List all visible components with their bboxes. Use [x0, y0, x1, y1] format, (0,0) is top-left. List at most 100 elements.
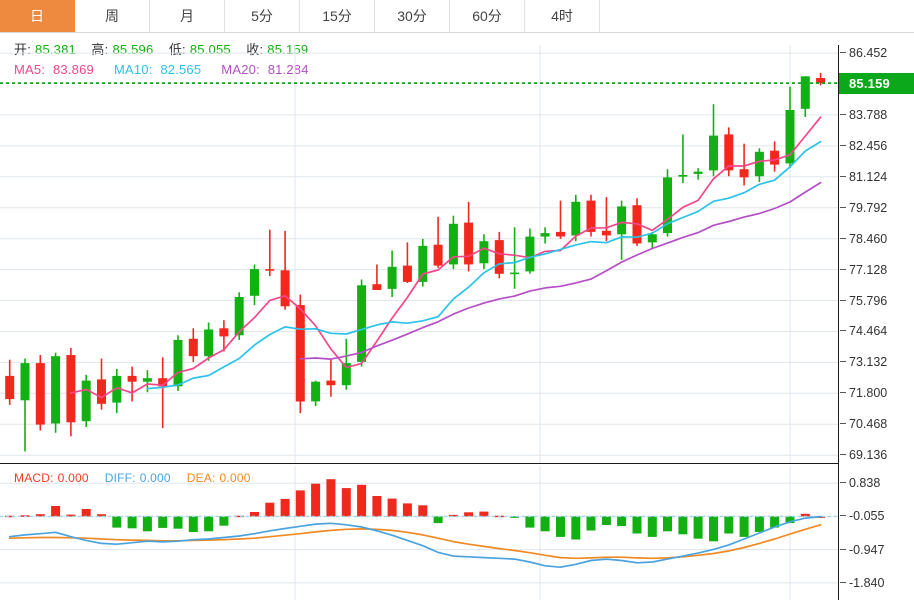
macd-tick-3: -1.840	[839, 575, 884, 591]
macd-bar	[540, 516, 550, 532]
macd-bar	[112, 516, 122, 528]
macd-bar	[525, 516, 535, 528]
candle-body	[20, 363, 30, 401]
candle-body	[693, 171, 703, 174]
macd-legend-dea: DEA: 0.000	[187, 471, 255, 485]
candle-body	[51, 356, 61, 424]
macd-bar	[571, 516, 581, 540]
macd-tick-dash	[840, 515, 846, 517]
macd-bar	[158, 516, 168, 528]
candle-body	[173, 339, 183, 387]
timeframe-tab-2[interactable]: 月	[150, 0, 225, 32]
price-tick-10: 73.132	[839, 354, 887, 370]
price-tick-2: 83.788	[839, 107, 887, 123]
macd-value: 0.000	[57, 471, 89, 485]
macd-bar	[5, 515, 15, 518]
macd-chart-panel[interactable]	[0, 466, 838, 600]
price-tick-9: 74.464	[839, 323, 887, 339]
candle-body	[295, 305, 305, 402]
candle-body	[464, 222, 474, 265]
macd-bar	[601, 516, 611, 525]
candle-body	[663, 177, 672, 234]
candle-body	[479, 241, 489, 264]
price-tick-7: 77.128	[839, 262, 887, 278]
macd-bar	[35, 514, 45, 517]
macd-bar	[586, 516, 596, 531]
candle-body	[265, 269, 275, 271]
timeframe-tab-3[interactable]: 5分	[225, 0, 300, 32]
macd-bar	[617, 516, 627, 527]
price-tick-6: 78.460	[839, 231, 887, 247]
candle-body	[188, 338, 198, 357]
tab-bar-filler	[600, 0, 914, 32]
macd-bar	[785, 516, 795, 524]
timeframe-tab-7[interactable]: 4时	[525, 0, 600, 32]
price-tick-dash	[840, 206, 846, 208]
macd-label: MACD:	[14, 471, 54, 485]
timeframe-tab-bar: 日周月 5分 15分 30分 60分 4时	[0, 0, 914, 33]
timeframe-tab-6[interactable]: 60分	[450, 0, 525, 32]
candle-body	[142, 378, 152, 382]
price-tick-13: 69.136	[839, 447, 887, 463]
macd-bar	[770, 516, 780, 528]
price-tick-dash	[840, 423, 846, 425]
macd-histogram	[5, 479, 826, 542]
macd-bar	[188, 516, 198, 532]
ma10-value: 82.565	[160, 62, 202, 77]
candle-body	[158, 378, 168, 387]
macd-bar	[464, 512, 474, 517]
macd-tick-2: -0.947	[839, 542, 884, 558]
macd-bar	[357, 484, 367, 517]
macd-bar	[127, 516, 137, 529]
candle-body	[66, 355, 76, 423]
candle-body	[219, 328, 229, 337]
candle-body	[35, 363, 45, 425]
candle-body	[372, 284, 382, 290]
timeframe-tab-1[interactable]: 周	[75, 0, 150, 32]
macd-bar	[510, 516, 520, 518]
candle-body	[540, 233, 550, 237]
candle-body	[127, 375, 137, 382]
candle-body	[709, 135, 718, 171]
price-chart-panel[interactable]	[0, 45, 838, 463]
macd-bar	[800, 513, 810, 517]
ma20-legend: MA20: 81.284	[221, 62, 312, 77]
candle-body	[357, 285, 367, 362]
candle-body	[387, 266, 397, 289]
macd-bar	[204, 516, 214, 532]
candle-body	[617, 206, 627, 235]
macd-bar	[295, 490, 305, 517]
candle-body	[433, 244, 443, 266]
price-tick-11: 71.800	[839, 385, 887, 401]
macd-legend-diff: DIFF: 0.000	[105, 471, 175, 485]
macd-bar	[311, 483, 321, 517]
dea-value: 0.000	[219, 471, 251, 485]
price-tick-dash	[840, 361, 846, 363]
candle-body	[81, 380, 91, 422]
macd-bar	[142, 516, 152, 532]
candle-series	[5, 72, 826, 452]
timeframe-tab-0[interactable]: 日	[0, 0, 75, 32]
macd-bar	[372, 496, 382, 517]
diff-label: DIFF:	[104, 471, 136, 485]
diff-line	[8, 515, 822, 569]
y-axis-line	[838, 45, 839, 600]
macd-bar	[556, 516, 565, 537]
candle-body	[448, 223, 458, 265]
candle-body	[341, 363, 351, 386]
candle-body	[280, 270, 290, 307]
timeframe-tab-4[interactable]: 15分	[300, 0, 375, 32]
macd-bar	[724, 516, 734, 534]
candle-body	[326, 380, 336, 386]
candle-body	[5, 375, 15, 400]
price-tick-dash	[840, 299, 846, 301]
timeframe-tab-5[interactable]: 30分	[375, 0, 450, 32]
macd-bar	[739, 516, 749, 537]
current-price-tag: 85.159	[839, 72, 914, 94]
macd-bar	[66, 514, 76, 517]
price-tick-5: 79.792	[839, 200, 887, 216]
price-tick-dash	[840, 52, 846, 54]
price-tick-12: 70.468	[839, 416, 887, 432]
ma20-line	[299, 181, 822, 360]
